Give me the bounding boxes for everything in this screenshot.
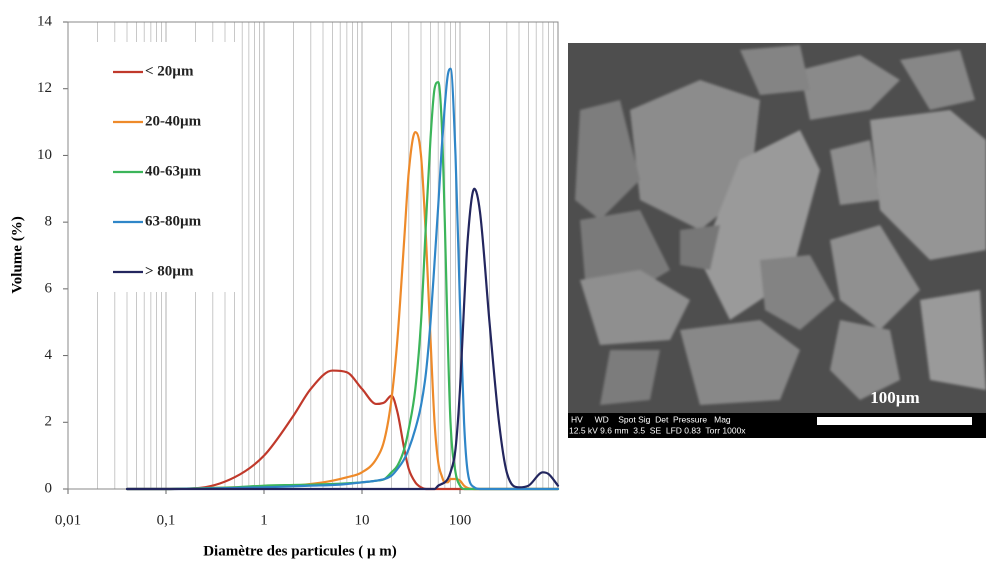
legend-label: 63-80µm (145, 213, 202, 229)
x-axis-title: Diamètre des particules ( μ m) (203, 543, 397, 559)
y-tick-label: 6 (45, 280, 53, 296)
x-tick-label: 1 (260, 512, 268, 528)
x-tick-label: 10 (355, 512, 370, 528)
y-tick-label: 8 (45, 214, 53, 230)
y-tick-label: 14 (37, 13, 53, 29)
sem-info-header: HV WD Spot Sig Det Pressure Mag (571, 414, 731, 424)
y-tick-label: 4 (45, 347, 53, 363)
sem-scale-label: 100µm (870, 388, 919, 407)
y-tick-label: 12 (37, 80, 52, 96)
legend-box (95, 42, 238, 292)
sem-image (568, 43, 986, 413)
legend-label: 20-40µm (145, 113, 202, 129)
series-line (125, 187, 560, 491)
series-line (125, 369, 560, 491)
y-tick-label: 2 (45, 414, 53, 430)
x-tick-label: 0,1 (157, 512, 176, 528)
y-tick-label: 10 (37, 147, 52, 163)
legend-label: < 20µm (145, 63, 194, 79)
series-line (125, 67, 560, 491)
legend-label: 40-63µm (145, 163, 202, 179)
y-tick-label: 0 (45, 480, 53, 496)
y-axis-title: Volume (%) (9, 216, 25, 293)
legend-label: > 80µm (145, 263, 194, 279)
x-tick-label: 0,01 (55, 512, 81, 528)
x-tick-label: 100 (449, 512, 472, 528)
sem-scale-bar (817, 417, 972, 425)
sem-info-values: 12.5 kV 9.6 mm 3.5 SE LFD 0.83 Torr 1000… (569, 425, 746, 435)
plot-area: 0,01 0,1 1 10 100 0 2 4 6 8 10 12 14 < 20µm 20-40µm 40-… (37, 13, 560, 528)
